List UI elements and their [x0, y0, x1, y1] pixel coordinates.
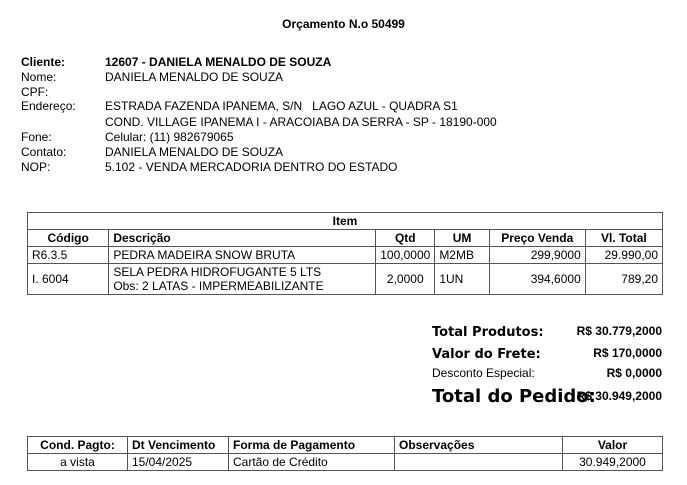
- col-forma-pagamento: Forma de Pagamento: [228, 436, 395, 454]
- endereco-line2: COND. VILLAGE IPANEMA I - ARACOIABA DA S…: [105, 115, 497, 129]
- col-preco: Preço Venda: [488, 229, 586, 247]
- cell-total: 29.990,00: [584, 246, 664, 264]
- col-valor: Valor: [562, 436, 663, 454]
- col-codigo: Código: [26, 229, 110, 247]
- cell-codigo: R6.3.5: [26, 246, 110, 264]
- cell-um: M2MB: [434, 246, 490, 264]
- items-header-row: Código Descrição Qtd UM Preço Venda Vl. …: [26, 229, 664, 247]
- items-table-title: Item: [27, 212, 663, 230]
- table-row: R6.3.5 PEDRA MADEIRA SNOW BRUTA 100,0000…: [26, 246, 664, 264]
- cell-descricao: PEDRA MADEIRA SNOW BRUTA: [108, 246, 377, 264]
- contato-value: DANIELA MENALDO DE SOUZA: [105, 145, 284, 159]
- col-cond-pagto: Cond. Pagto:: [27, 436, 128, 454]
- col-observacoes: Observações: [394, 436, 563, 454]
- cell-forma: Cartão de Crédito: [228, 453, 395, 471]
- total-pedido-label: Total do Pedido:: [432, 386, 596, 407]
- cliente-label: Cliente:: [21, 55, 66, 69]
- cell-total: 789,20: [584, 263, 664, 295]
- table-row: a vista 15/04/2025 Cartão de Crédito 30.…: [27, 453, 663, 471]
- cell-preco: 394,6000: [488, 263, 586, 295]
- cell-qtd: 100,0000: [375, 246, 436, 264]
- item-obs: Obs: 2 LATAS - IMPERMEABILIZANTE: [113, 279, 324, 293]
- col-total: Vl. Total: [584, 229, 664, 247]
- valor-frete-value: R$ 170,0000: [593, 346, 662, 360]
- page-title: Orçamento N.o 50499: [282, 17, 405, 31]
- cell-obs: [394, 453, 563, 471]
- table-row: I. 6004 SELA PEDRA HIDROFUGANTE 5 LTS Obs…: [26, 263, 664, 295]
- nop-value: 5.102 - VENDA MERCADORIA DENTRO DO ESTAD…: [105, 160, 398, 174]
- nop-label: NOP:: [21, 160, 51, 174]
- payment-table: Cond. Pagto: Dt Vencimento Forma de Paga…: [27, 436, 663, 471]
- fone-value: Celular: (11) 982679065: [105, 130, 234, 144]
- total-produtos-value: R$ 30.779,2000: [576, 324, 662, 338]
- total-produtos-label: Total Produtos:: [432, 325, 544, 340]
- cell-cond: a vista: [27, 453, 128, 471]
- contato-label: Contato:: [21, 145, 67, 159]
- desconto-value: R$ 0,0000: [606, 366, 662, 380]
- cliente-value: 12607 - DANIELA MENALDO DE SOUZA: [105, 55, 332, 69]
- total-pedido-value: R$ 30.949,2000: [576, 389, 662, 403]
- payment-header-row: Cond. Pagto: Dt Vencimento Forma de Paga…: [27, 436, 663, 454]
- nome-value: DANIELA MENALDO DE SOUZA: [105, 70, 284, 84]
- cell-venc: 15/04/2025: [127, 453, 229, 471]
- fone-label: Fone:: [21, 130, 52, 144]
- col-dt-vencimento: Dt Vencimento: [127, 436, 229, 454]
- col-um: UM: [434, 229, 490, 247]
- endereco-line1: ESTRADA FAZENDA IPANEMA, S/N LAGO AZUL -…: [105, 99, 458, 113]
- cell-codigo: I. 6004: [26, 263, 110, 295]
- cell-qtd: 2,0000: [375, 263, 436, 295]
- cell-um: 1UN: [434, 263, 490, 295]
- nome-label: Nome:: [21, 70, 57, 84]
- cell-descricao: SELA PEDRA HIDROFUGANTE 5 LTS Obs: 2 LATA…: [108, 263, 377, 295]
- desconto-label: Desconto Especial:: [432, 366, 535, 380]
- col-descricao: Descrição: [108, 229, 377, 247]
- cell-preco: 299,9000: [488, 246, 586, 264]
- items-table: Item Código Descrição Qtd UM Preço Venda…: [26, 212, 664, 295]
- cpf-label: CPF:: [21, 85, 49, 99]
- valor-frete-label: Valor do Frete:: [432, 347, 541, 362]
- endereco-label: Endereço:: [21, 99, 76, 113]
- col-qtd: Qtd: [375, 229, 436, 247]
- cell-valor: 30.949,2000: [562, 453, 663, 471]
- item-description: SELA PEDRA HIDROFUGANTE 5 LTS: [113, 265, 322, 279]
